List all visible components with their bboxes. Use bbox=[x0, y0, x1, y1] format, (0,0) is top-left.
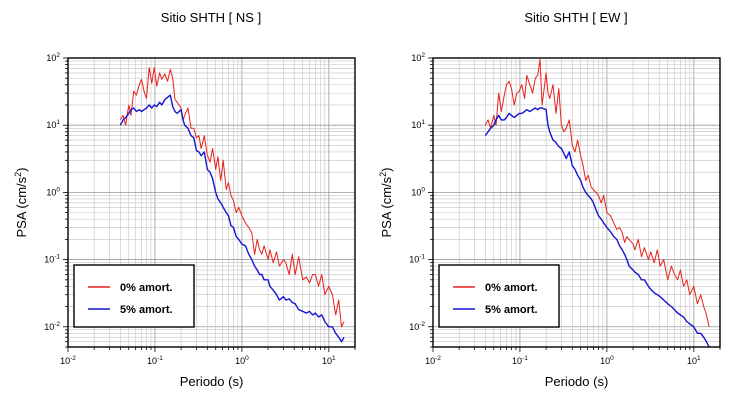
series-line-0pct bbox=[119, 67, 345, 328]
y-tick-label: 101 bbox=[411, 119, 425, 130]
tick-marks bbox=[428, 57, 721, 352]
chart-title: Sitio SHTH [ NS ] bbox=[161, 10, 261, 25]
y-tick-label: 10-1 bbox=[409, 254, 425, 265]
y-tick-label: 100 bbox=[411, 186, 425, 197]
legend-label: 0% amort. bbox=[120, 282, 173, 294]
x-tick-label: 10-2 bbox=[425, 355, 441, 366]
x-axis-label: Periodo (s) bbox=[180, 374, 244, 389]
y-tick-label: 102 bbox=[411, 52, 425, 63]
legend-box bbox=[438, 264, 560, 328]
y-tick-label: 10-2 bbox=[44, 321, 60, 332]
x-tick-label: 101 bbox=[322, 355, 336, 366]
x-axis-label: Periodo (s) bbox=[545, 374, 609, 389]
legend-box bbox=[73, 264, 195, 328]
x-tick-label: 10-2 bbox=[60, 355, 76, 366]
series-line-5pct bbox=[484, 107, 710, 348]
legend-label: 5% amort. bbox=[120, 304, 173, 316]
legend-label: 0% amort. bbox=[485, 282, 538, 294]
x-tick-label: 100 bbox=[600, 355, 614, 366]
x-tick-label: 101 bbox=[687, 355, 701, 366]
y-tick-label: 101 bbox=[46, 119, 60, 130]
y-tick-label: 10-1 bbox=[44, 254, 60, 265]
y-tick-label: 102 bbox=[46, 52, 60, 63]
legend: 0% amort. 5% amort. bbox=[73, 264, 195, 328]
x-tick-label: 100 bbox=[235, 355, 249, 366]
tick-marks bbox=[63, 57, 356, 352]
legend: 0% amort. 5% amort. bbox=[438, 264, 560, 328]
series-line-5pct bbox=[119, 94, 345, 343]
chart-title: Sitio SHTH [ EW ] bbox=[524, 10, 627, 25]
series-line-0pct bbox=[484, 59, 710, 327]
y-axis-label: PSA (cm/s2) bbox=[13, 167, 29, 237]
x-tick-label: 10-1 bbox=[147, 355, 163, 366]
legend-label: 5% amort. bbox=[485, 304, 538, 316]
x-tick-label: 10-1 bbox=[512, 355, 528, 366]
y-tick-label: 10-2 bbox=[409, 321, 425, 332]
y-tick-label: 100 bbox=[46, 186, 60, 197]
chart-ns: 10-2 10-1 100 101 10-2 10-1 100 101 102 Sitio SHT… bbox=[13, 10, 356, 389]
y-axis-label: PSA (cm/s2) bbox=[378, 167, 394, 237]
chart-ew: 10-2 10-1 100 101 10-2 10-1 100 101 102 Sitio SHT… bbox=[378, 10, 721, 389]
